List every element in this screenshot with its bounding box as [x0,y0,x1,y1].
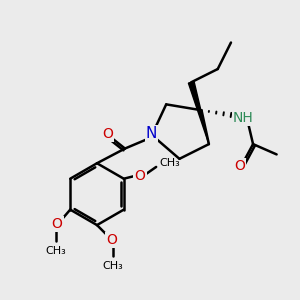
Text: O: O [52,217,62,231]
Text: NH: NH [233,111,254,124]
Text: CH₃: CH₃ [45,245,66,256]
Text: CH₃: CH₃ [159,158,180,168]
Text: CH₃: CH₃ [103,261,124,271]
Text: O: O [106,233,117,247]
Text: N: N [146,126,157,141]
Text: O: O [234,159,245,173]
Text: O: O [102,127,113,141]
Polygon shape [188,82,209,144]
Text: O: O [134,169,146,183]
